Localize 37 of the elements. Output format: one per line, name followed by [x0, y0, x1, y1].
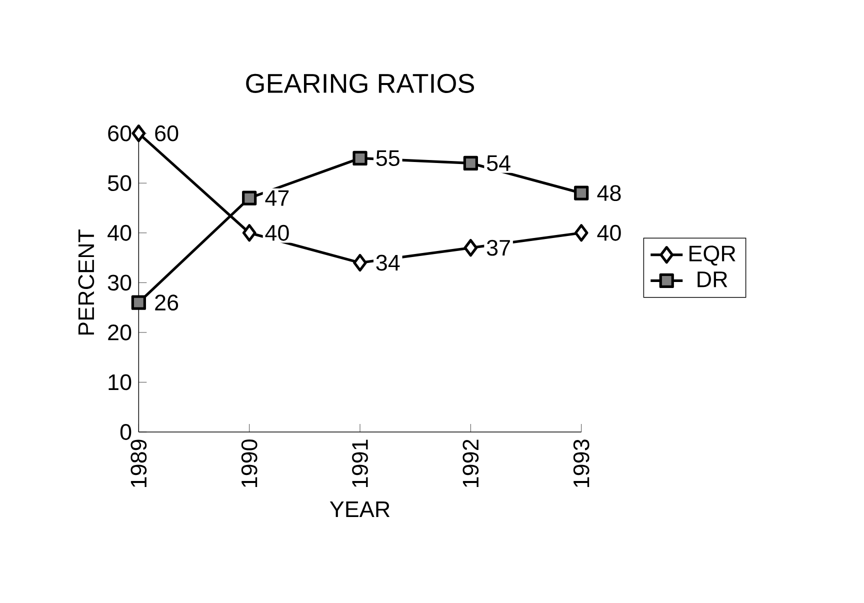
x-tick-label: 1992 [462, 440, 479, 488]
point [574, 224, 588, 242]
point [132, 124, 146, 142]
y-tick-label: 50 [108, 175, 132, 192]
legend-label: DR [698, 272, 728, 288]
x-axis-title: YEAR [330, 502, 390, 518]
y-tick-label: 60 [108, 126, 132, 142]
y-tick-label: 20 [108, 324, 132, 341]
data-label: 47 [265, 190, 289, 206]
data-label: 40 [265, 225, 289, 242]
legend-label: EQR [690, 246, 736, 266]
y-tick-label: 10 [108, 374, 132, 390]
x-tick-label: 1991 [352, 440, 368, 488]
point [464, 239, 478, 257]
y-tick-label: 40 [108, 225, 132, 242]
x-tick-label: 1989 [130, 440, 147, 488]
point [463, 156, 478, 171]
y-tick-label: 0 [120, 424, 132, 440]
data-label: 60 [155, 126, 178, 142]
data-label: 40 [597, 225, 621, 242]
point [242, 224, 256, 242]
point [574, 186, 589, 201]
data-label: 26 [155, 294, 178, 311]
x-tick-label: 1990 [241, 440, 258, 488]
y-axis-title: PERCENT [78, 230, 94, 335]
data-label: 48 [597, 185, 621, 202]
chart-title: GEARING RATIOS [246, 74, 474, 94]
data-label: 54 [486, 156, 510, 172]
x-tick-label: 1993 [573, 440, 590, 488]
point [131, 295, 146, 310]
data-label: 34 [376, 254, 400, 271]
y-tick-label: 30 [108, 274, 132, 291]
data-label: 55 [376, 150, 400, 166]
point [353, 254, 367, 272]
point [242, 190, 257, 206]
point [352, 151, 368, 166]
data-label: 37 [486, 240, 510, 256]
